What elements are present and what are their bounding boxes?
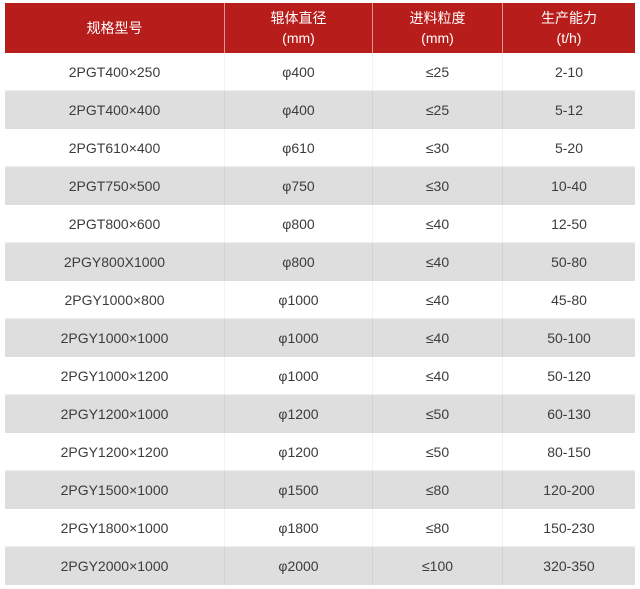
feed-size-cell: ≤40 bbox=[373, 357, 503, 394]
roller-diameter-cell: φ1500 bbox=[225, 471, 373, 509]
table-row: 2PGY1000×800 φ1000 ≤40 45-80 bbox=[5, 281, 635, 319]
model-cell: 2PGY1500×1000 bbox=[5, 471, 225, 509]
table-row: 2PGT800×600 φ800 ≤40 12-50 bbox=[5, 205, 635, 243]
table-row: 2PGT400×250 φ400 ≤25 2-10 bbox=[5, 53, 635, 91]
feed-size-cell: ≤30 bbox=[373, 129, 503, 166]
header-capacity-label: 生产能力 bbox=[541, 10, 597, 26]
table-body: 2PGT400×250 φ400 ≤25 2-10 2PGT400×400 φ400 ≤25… bbox=[5, 53, 635, 585]
model-cell: 2PGT400×250 bbox=[5, 53, 225, 90]
header-capacity-column: 生产能力 (t/h) bbox=[503, 3, 635, 53]
roller-diameter-cell: φ800 bbox=[225, 243, 373, 281]
capacity-cell: 50-100 bbox=[547, 330, 591, 346]
model-cell: 2PGY2000×1000 bbox=[5, 547, 225, 585]
table-row: 2PGY1800×1000 φ1800 ≤80 150-230 bbox=[5, 509, 635, 547]
model-cell: 2PGY800X1000 bbox=[5, 243, 225, 281]
model-cell: 2PGT750×500 bbox=[5, 167, 225, 205]
model-cell: 2PGY1800×1000 bbox=[5, 509, 225, 546]
roller-diameter-cell: φ1000 bbox=[225, 357, 373, 394]
table-row: 2PGY800X1000 φ800 ≤40 50-80 bbox=[5, 243, 635, 281]
feed-size-cell: ≤50 bbox=[373, 395, 503, 433]
feed-size-cell: ≤40 bbox=[373, 205, 503, 242]
table-row: 2PGY2000×1000 φ2000 ≤100 320-350 bbox=[5, 547, 635, 585]
roller-diameter-cell: φ800 bbox=[225, 205, 373, 242]
capacity-cell: 320-350 bbox=[543, 558, 595, 574]
roller-diameter-cell: φ1200 bbox=[225, 433, 373, 470]
roller-diameter-cell: φ400 bbox=[225, 91, 373, 129]
model-cell: 2PGY1200×1000 bbox=[5, 395, 225, 433]
feed-size-cell: ≤40 bbox=[373, 243, 503, 281]
capacity-cell: 150-230 bbox=[543, 519, 595, 536]
table-header-row: 规格型号 辊体直径 (mm) 进料粒度 (mm) 生产能力 (t/h) bbox=[5, 3, 635, 53]
capacity-cell: 50-80 bbox=[551, 254, 587, 270]
table-row: 2PGY1200×1000 φ1200 ≤50 60-130 bbox=[5, 395, 635, 433]
capacity-cell: 50-120 bbox=[547, 367, 591, 384]
capacity-cell: 12-50 bbox=[551, 215, 587, 232]
capacity-cell: 2-10 bbox=[554, 63, 584, 80]
roller-diameter-cell: φ1800 bbox=[225, 509, 373, 546]
roller-diameter-cell: φ1200 bbox=[225, 395, 373, 433]
header-feed-size-unit: (mm) bbox=[421, 30, 454, 46]
feed-size-cell: ≤80 bbox=[373, 509, 503, 546]
table-row: 2PGY1200×1200 φ1200 ≤50 80-150 bbox=[5, 433, 635, 471]
table-row: 2PGT400×400 φ400 ≤25 5-12 bbox=[5, 91, 635, 129]
capacity-cell: 120-200 bbox=[543, 482, 595, 498]
model-cell: 2PGY1000×800 bbox=[5, 281, 225, 318]
model-cell: 2PGT800×600 bbox=[5, 205, 225, 242]
roller-diameter-cell: φ1000 bbox=[225, 319, 373, 357]
capacity-cell: 5-12 bbox=[554, 102, 584, 118]
model-cell: 2PGY1000×1200 bbox=[5, 357, 225, 394]
roller-diameter-cell: φ750 bbox=[225, 167, 373, 205]
feed-size-cell: ≤30 bbox=[373, 167, 503, 205]
table-row: 2PGT750×500 φ750 ≤30 10-40 bbox=[5, 167, 635, 205]
table-row: 2PGT610×400 φ610 ≤30 5-20 bbox=[5, 129, 635, 167]
capacity-cell: 45-80 bbox=[551, 291, 587, 308]
feed-size-cell: ≤40 bbox=[373, 281, 503, 318]
table-row: 2PGY1000×1200 φ1000 ≤40 50-120 bbox=[5, 357, 635, 395]
feed-size-cell: ≤100 bbox=[373, 547, 503, 585]
feed-size-cell: ≤80 bbox=[373, 471, 503, 509]
feed-size-cell: ≤40 bbox=[373, 319, 503, 357]
header-roller-diameter-label: 辊体直径 bbox=[270, 10, 327, 26]
header-model-column: 规格型号 bbox=[5, 3, 225, 53]
header-capacity-unit: (t/h) bbox=[556, 30, 582, 46]
feed-size-cell: ≤25 bbox=[373, 91, 503, 129]
capacity-cell: 60-130 bbox=[547, 406, 591, 422]
header-model-label: 规格型号 bbox=[86, 20, 143, 36]
roller-diameter-cell: φ1000 bbox=[225, 281, 373, 318]
capacity-cell: 80-150 bbox=[547, 443, 591, 460]
header-roller-diameter-unit: (mm) bbox=[282, 30, 315, 46]
feed-size-cell: ≤25 bbox=[373, 53, 503, 90]
feed-size-cell: ≤50 bbox=[373, 433, 503, 470]
model-cell: 2PGT610×400 bbox=[5, 129, 225, 166]
specification-table: 规格型号 辊体直径 (mm) 进料粒度 (mm) 生产能力 (t/h) 2PGT… bbox=[5, 3, 635, 585]
roller-diameter-cell: φ2000 bbox=[225, 547, 373, 585]
capacity-cell: 5-20 bbox=[554, 139, 584, 156]
model-cell: 2PGT400×400 bbox=[5, 91, 225, 129]
header-feed-size-label: 进料粒度 bbox=[409, 10, 466, 26]
capacity-cell: 10-40 bbox=[551, 178, 587, 194]
table-row: 2PGY1000×1000 φ1000 ≤40 50-100 bbox=[5, 319, 635, 357]
roller-diameter-cell: φ400 bbox=[225, 53, 373, 90]
header-feed-size-column: 进料粒度 (mm) bbox=[373, 3, 503, 53]
roller-diameter-cell: φ610 bbox=[225, 129, 373, 166]
table-row: 2PGY1500×1000 φ1500 ≤80 120-200 bbox=[5, 471, 635, 509]
model-cell: 2PGY1000×1000 bbox=[5, 319, 225, 357]
model-cell: 2PGY1200×1200 bbox=[5, 433, 225, 470]
header-roller-diameter-column: 辊体直径 (mm) bbox=[225, 3, 373, 53]
